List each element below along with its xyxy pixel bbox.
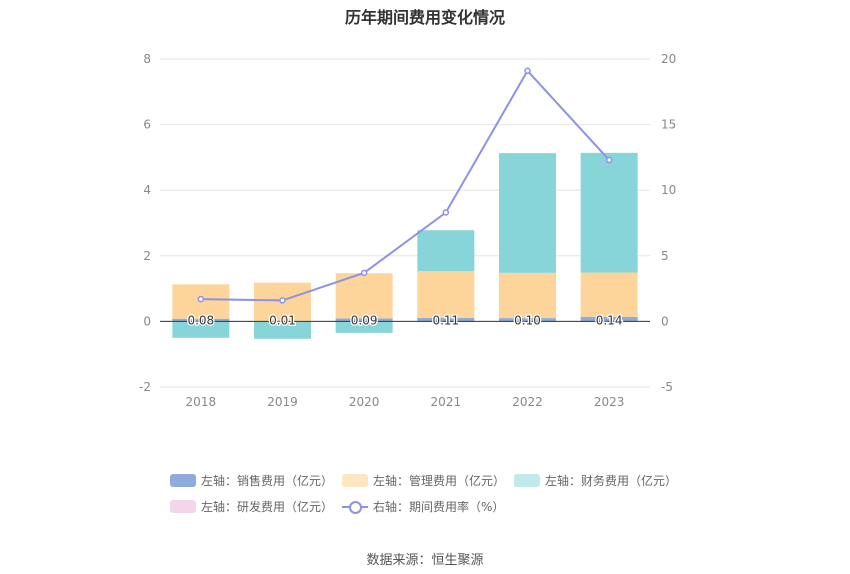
legend-swatch-admin: [342, 474, 368, 487]
bar: [254, 321, 311, 339]
legend-item-admin[interactable]: 左轴：管理费用（亿元）: [342, 472, 505, 489]
line-point: [360, 269, 368, 277]
line-point: [197, 295, 205, 303]
bar: [580, 272, 638, 317]
bar: [172, 318, 230, 322]
data-source: 数据来源：恒生聚源: [366, 553, 484, 568]
legend-swatch-expense-rate: [342, 500, 368, 514]
bar: [172, 321, 230, 338]
x-axis-tick-label: 2022: [512, 395, 543, 409]
right-axis-tick-label: -5: [661, 380, 673, 394]
data-label: 0.09: [351, 313, 378, 327]
left-axis-tick-label: -2: [139, 380, 151, 394]
legend-item-rnd[interactable]: 左轴：研发费用（亿元）: [170, 498, 333, 515]
right-axis-tick-label: 20: [661, 52, 676, 66]
bar: [499, 272, 556, 319]
data-label: 0.01: [269, 313, 296, 327]
x-axis-tick-label: 2018: [186, 395, 217, 409]
left-axis-tick-label: 4: [143, 183, 151, 197]
legend-label-expense-rate: 右轴：期间费用率（%）: [373, 500, 505, 514]
bar: [499, 318, 556, 322]
right-axis-tick-label: 10: [661, 183, 676, 197]
legend-swatch-rnd: [170, 500, 196, 513]
bar: [417, 317, 475, 322]
bar: [335, 318, 393, 322]
right-axis-tick-label: 15: [661, 118, 676, 132]
legend-item-expense-rate[interactable]: 右轴：期间费用率（%）: [342, 498, 504, 515]
line-point: [442, 209, 450, 216]
bar: [335, 321, 393, 333]
data-label: 0.08: [187, 313, 214, 327]
bar: [417, 271, 475, 318]
legend-swatch-finance: [514, 474, 540, 487]
legend-swatch-sales: [170, 474, 196, 487]
bar: [499, 153, 556, 273]
data-label: 0.10: [514, 313, 541, 327]
x-axis-tick-label: 2020: [349, 395, 380, 409]
left-axis-tick-label: 6: [143, 118, 151, 132]
legend-label-sales: 左轴：销售费用（亿元）: [201, 474, 334, 488]
legend-label-rnd: 左轴：研发费用（亿元）: [201, 500, 334, 514]
data-label: 0.11: [432, 313, 459, 327]
data-label: 0.14: [596, 313, 623, 327]
legend-label-admin: 左轴：管理费用（亿元）: [373, 474, 506, 488]
legend-label-finance: 左轴：财务费用（亿元）: [545, 474, 678, 488]
left-axis-tick-label: 2: [143, 249, 151, 263]
x-axis-tick-label: 2019: [267, 395, 298, 409]
left-axis-tick-label: 8: [143, 52, 151, 66]
legend-item-sales[interactable]: 左轴：销售费用（亿元）: [170, 472, 333, 489]
bar: [580, 152, 638, 273]
legend-item-finance[interactable]: 左轴：财务费用（亿元）: [514, 472, 677, 489]
chart-title: 历年期间费用变化情况: [344, 8, 505, 27]
line-point: [524, 67, 531, 75]
x-axis-tick-label: 2021: [431, 395, 462, 409]
bar: [580, 316, 638, 322]
expense-rate-line: [200, 69, 610, 302]
line-point: [279, 297, 286, 304]
x-axis-tick-label: 2023: [594, 395, 625, 409]
left-axis-tick-label: 0: [143, 314, 151, 328]
bar: [335, 273, 393, 319]
line-point: [605, 156, 613, 164]
right-axis-tick-label: 0: [661, 314, 669, 328]
bar: [417, 230, 475, 272]
right-axis-tick-label: 5: [661, 249, 669, 263]
